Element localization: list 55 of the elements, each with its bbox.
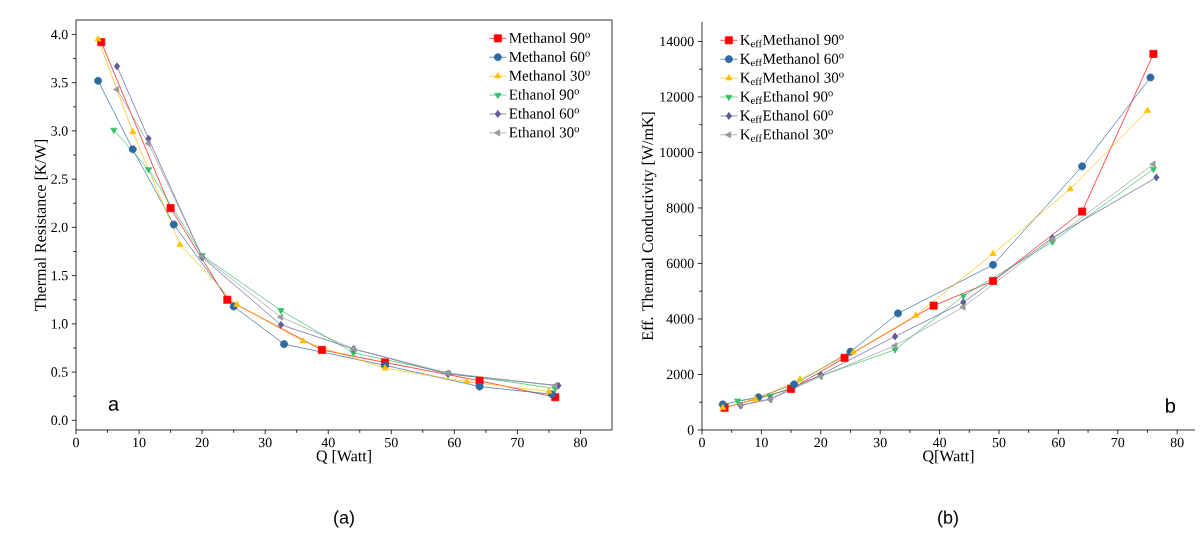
x-tick-label: 0 [73,437,79,448]
y-tick-label: 0 [687,425,694,435]
x-tick-label: 50 [385,437,398,448]
y-tick-label: 2.0 [51,222,68,233]
legend-label: K$_{eff}$Methanol 60$^{o}$ [740,53,844,67]
annotation: a [108,399,120,411]
y-tick-label: 4.0 [50,29,68,40]
y-tick-label: 2.5 [51,174,68,184]
y-axis-title: Thermal Resistance [K/W] [34,139,48,311]
y-axis-title: Eff. Thermal Conductivity [W/mK] [641,112,657,341]
y-tick-label: 0.0 [51,415,68,426]
y-tick-label: 14000 [660,36,694,47]
y-tick-label: 0.5 [51,367,68,377]
x-tick-label: 10 [755,437,768,448]
legend-label: Methanol 60$^{o}$ [509,51,590,62]
x-axis-title: Q [Watt] [316,450,371,464]
y-tick-label: 2000 [666,369,694,380]
legend-label: K$_{eff}$Ethanol 90$^{o}$ [740,91,833,105]
x-tick-label: 80 [1170,437,1184,448]
y-tick-label: 4000 [666,314,694,324]
x-tick-label: 40 [321,437,335,448]
y-tick-label: 3.0 [51,126,68,136]
x-tick-label: 70 [1111,437,1125,448]
y-tick-label: 12000 [660,92,694,102]
x-tick-label: 30 [258,437,272,448]
x-tick-label: 20 [195,437,209,448]
legend-label: Ethanol 30$^{o}$ [509,126,579,138]
y-tick-label: 6000 [666,258,694,269]
y-tick-label: 10000 [660,147,694,158]
y-tick-label: 1.0 [51,319,68,329]
y-tick-label: 1.5 [51,270,68,281]
annotation: b [1166,398,1176,413]
legend-label: Ethanol 60$^{o}$ [509,108,579,119]
x-tick-label: 60 [447,437,461,448]
legend-label: Methanol 30$^{o}$ [509,70,590,81]
x-tick-label: 40 [932,437,947,448]
legend-label: K$_{eff}$Ethanol 60$^{o}$ [740,109,833,123]
legend-label: K$_{eff}$Methanol 90$^{o}$ [740,34,844,48]
text: (a) [334,510,354,528]
x-tick-label: 30 [873,437,887,448]
x-tick-label: 80 [574,437,587,448]
legend-label: Ethanol 90$^{o}$ [509,89,579,100]
x-tick-label: 70 [511,437,524,448]
y-tick-label: 8000 [666,203,694,213]
x-tick-label: 10 [133,437,146,448]
x-tick-label: 20 [814,437,828,448]
text: (b) [938,510,958,528]
legend-label: K$_{eff}$Methanol 30$^{o}$ [740,72,844,86]
x-tick-label: 0 [699,437,705,448]
legend-label: K$_{eff}$Ethanol 30$^{o}$ [740,128,833,142]
legend-label: Methanol 90$^{o}$ [509,32,590,43]
y-tick-label: 3.5 [51,77,68,88]
x-tick-label: 60 [1051,437,1065,448]
x-tick-label: 50 [992,437,1006,448]
x-axis-title: Q[Watt] [923,450,974,464]
